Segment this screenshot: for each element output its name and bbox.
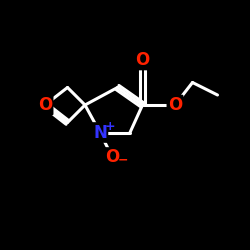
Text: O: O bbox=[38, 96, 52, 114]
Text: −: − bbox=[117, 154, 128, 167]
Text: O: O bbox=[168, 96, 182, 114]
Text: O: O bbox=[136, 51, 149, 69]
Text: +: + bbox=[104, 120, 115, 134]
Text: N: N bbox=[93, 124, 107, 142]
Text: O: O bbox=[106, 148, 120, 166]
